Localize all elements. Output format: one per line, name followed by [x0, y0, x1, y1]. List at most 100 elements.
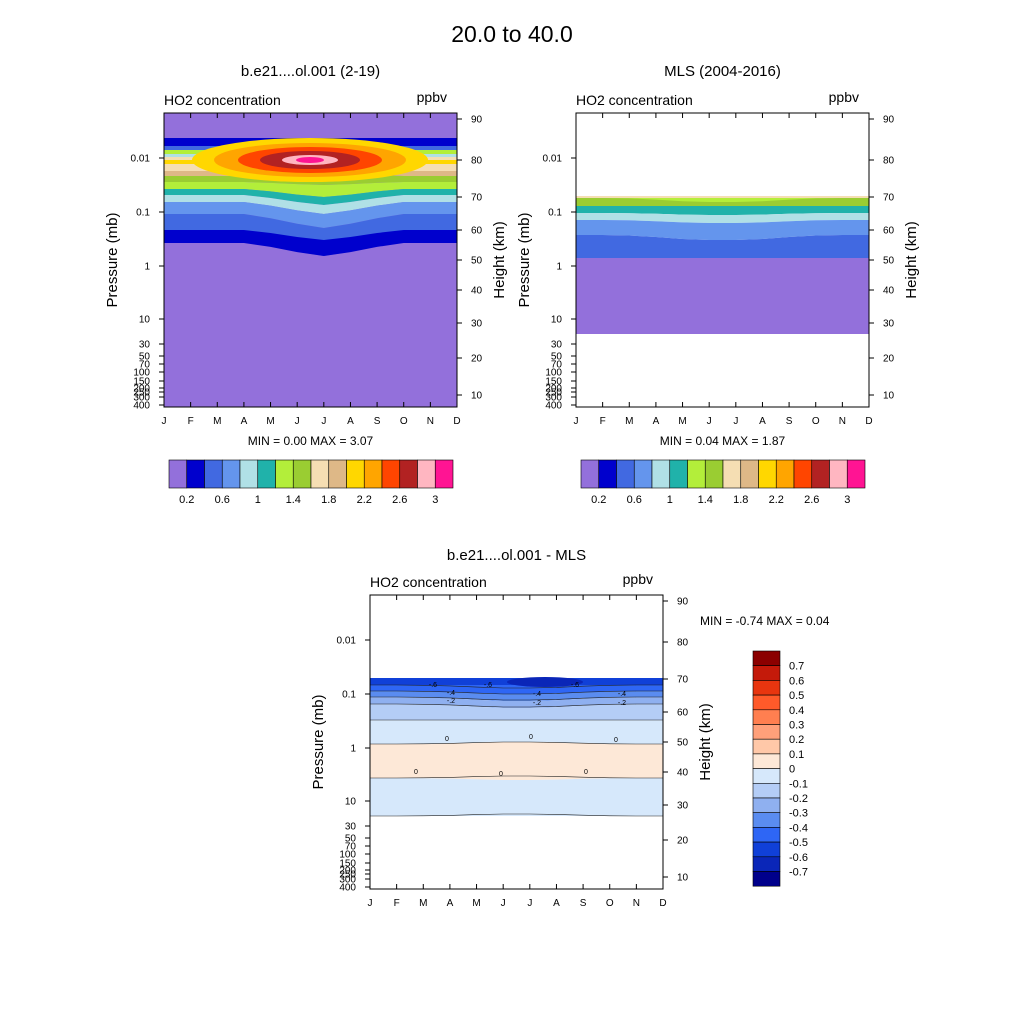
- x-tick-label: D: [453, 416, 460, 427]
- plot-diff-field: -.6 -.6 -.6-.4 -.4 -.4-.2 -.2 -.20 0 00 0 0: [370, 677, 663, 817]
- x-tick-label: M: [213, 416, 221, 427]
- colorbar-cell: [363, 459, 383, 489]
- x-tick-label: O: [812, 416, 820, 427]
- field-band-5: [576, 220, 869, 240]
- colorbar-cell: [221, 459, 241, 489]
- colorbar-label: -0.4: [789, 822, 808, 834]
- contour-line: [370, 684, 663, 689]
- colorbar-cell: [752, 782, 781, 799]
- field-band-3: [576, 206, 869, 215]
- y-tick-label: 0.1: [342, 690, 356, 701]
- y-tick-label: 100: [545, 368, 562, 379]
- colorbar-label: 2.6: [804, 494, 819, 506]
- x-tick-label: A: [241, 416, 248, 427]
- x-tick-label: O: [400, 416, 408, 427]
- x-tick-label: F: [600, 416, 606, 427]
- x-tick-label: M: [472, 898, 480, 909]
- colorbar-label: -0.1: [789, 778, 808, 790]
- y-tick-label: 300: [133, 393, 150, 404]
- x-tick-label: O: [606, 898, 614, 909]
- colorbar-label: 1.8: [733, 494, 748, 506]
- field-min-core: [507, 677, 583, 687]
- x-tick-label: J: [295, 416, 300, 427]
- field-band-6: [576, 235, 869, 261]
- field-band-7: [576, 258, 869, 334]
- y2-tick-label: 20: [677, 836, 689, 847]
- field-band-14: [164, 230, 457, 256]
- colorbar-cell: [722, 459, 742, 489]
- x-tick-label: A: [553, 898, 560, 909]
- colorbar-label: 1: [667, 494, 673, 506]
- colorbar-cell: [752, 871, 781, 887]
- colorbar-cell: [758, 459, 777, 489]
- y-tick-label: 30: [139, 340, 151, 351]
- field-band-13: [164, 214, 457, 256]
- y-tick-label: 0.01: [337, 636, 357, 647]
- contour-line: [370, 703, 663, 708]
- y2-tick-label: 90: [883, 115, 895, 126]
- colorbar-cell: [752, 665, 781, 681]
- colorbar-cell: [752, 650, 781, 666]
- colorbar-label: -0.3: [789, 808, 808, 820]
- y2-tick-label: 50: [677, 738, 689, 749]
- plot-subtitle-right: ppbv: [623, 571, 653, 587]
- x-tick-label: A: [347, 416, 354, 427]
- colorbar-cell: [752, 768, 781, 784]
- minmax-label: MIN = 0.04 MAX = 1.87: [660, 434, 786, 448]
- y2-tick-label: 10: [883, 391, 895, 402]
- colorbar-cell: [740, 459, 759, 489]
- x-tick-label: S: [374, 416, 381, 427]
- y2-tick-label: 70: [471, 193, 483, 204]
- y-tick-label: 100: [133, 368, 150, 379]
- y2-tick-label: 40: [883, 286, 895, 297]
- y2-axis-label: Height (km): [903, 221, 920, 299]
- colorbar-cell: [752, 753, 781, 769]
- y2-tick-label: 20: [883, 354, 895, 365]
- plot-subtitle-left: HO2 concentration: [370, 574, 487, 590]
- colorbar-cell: [292, 459, 312, 489]
- plot-title: b.e21....ol.001 - MLS: [447, 547, 586, 564]
- y-axis-label: Pressure (mb): [516, 212, 533, 307]
- colorbar-cell: [616, 459, 635, 489]
- field-band-2: [370, 691, 663, 701]
- colorbar-label: 1.8: [321, 494, 336, 506]
- y2-tick-label: 40: [471, 286, 483, 297]
- colorbar-label: 3: [844, 494, 850, 506]
- colorbar-label: -0.6: [789, 852, 808, 864]
- colorbar-label: -0.2: [789, 793, 808, 805]
- contour-label: -.4: [533, 691, 541, 698]
- contour-line: [370, 696, 663, 701]
- y-tick-label: 200: [545, 384, 562, 395]
- contour-line: [370, 741, 663, 745]
- contour-label: -.6: [571, 682, 579, 689]
- colorbar-cell: [752, 738, 781, 755]
- y-tick-label: 30: [345, 822, 357, 833]
- colorbar-cell: [633, 459, 653, 489]
- y-tick-label: 50: [345, 834, 357, 845]
- colorbar-label: 0.4: [789, 705, 804, 717]
- y2-tick-label: 50: [471, 256, 483, 267]
- colorbar-cell: [257, 459, 276, 489]
- colorbar-label: 0.2: [591, 494, 606, 506]
- colorbar-cell: [381, 459, 401, 489]
- plot-subtitle-right: ppbv: [829, 89, 859, 105]
- minmax-label: MIN = 0.00 MAX = 3.07: [248, 434, 374, 448]
- minmax-label: MIN = -0.74 MAX = 0.04: [700, 614, 830, 628]
- x-tick-label: A: [447, 898, 454, 909]
- y-tick-label: 0.01: [543, 154, 563, 165]
- plot-subtitle-left: HO2 concentration: [576, 92, 693, 108]
- colorbar-cell: [310, 459, 330, 489]
- colorbar-label: 0.2: [179, 494, 194, 506]
- colorbar-cell: [752, 841, 781, 858]
- colorbar-cell: [399, 459, 418, 489]
- plot-model-field: [164, 113, 457, 407]
- axes-frame-1: J F M A M J J A S O N D0.010.1110305070100150200250…: [516, 63, 920, 427]
- colorbar-cell: [846, 459, 866, 489]
- contour-label: -.2: [618, 700, 626, 707]
- y2-tick-label: 80: [883, 156, 895, 167]
- colorbar-cell: [793, 459, 813, 489]
- y2-tick-label: 10: [677, 873, 689, 884]
- y2-tick-label: 80: [677, 638, 689, 649]
- y2-tick-label: 30: [677, 801, 689, 812]
